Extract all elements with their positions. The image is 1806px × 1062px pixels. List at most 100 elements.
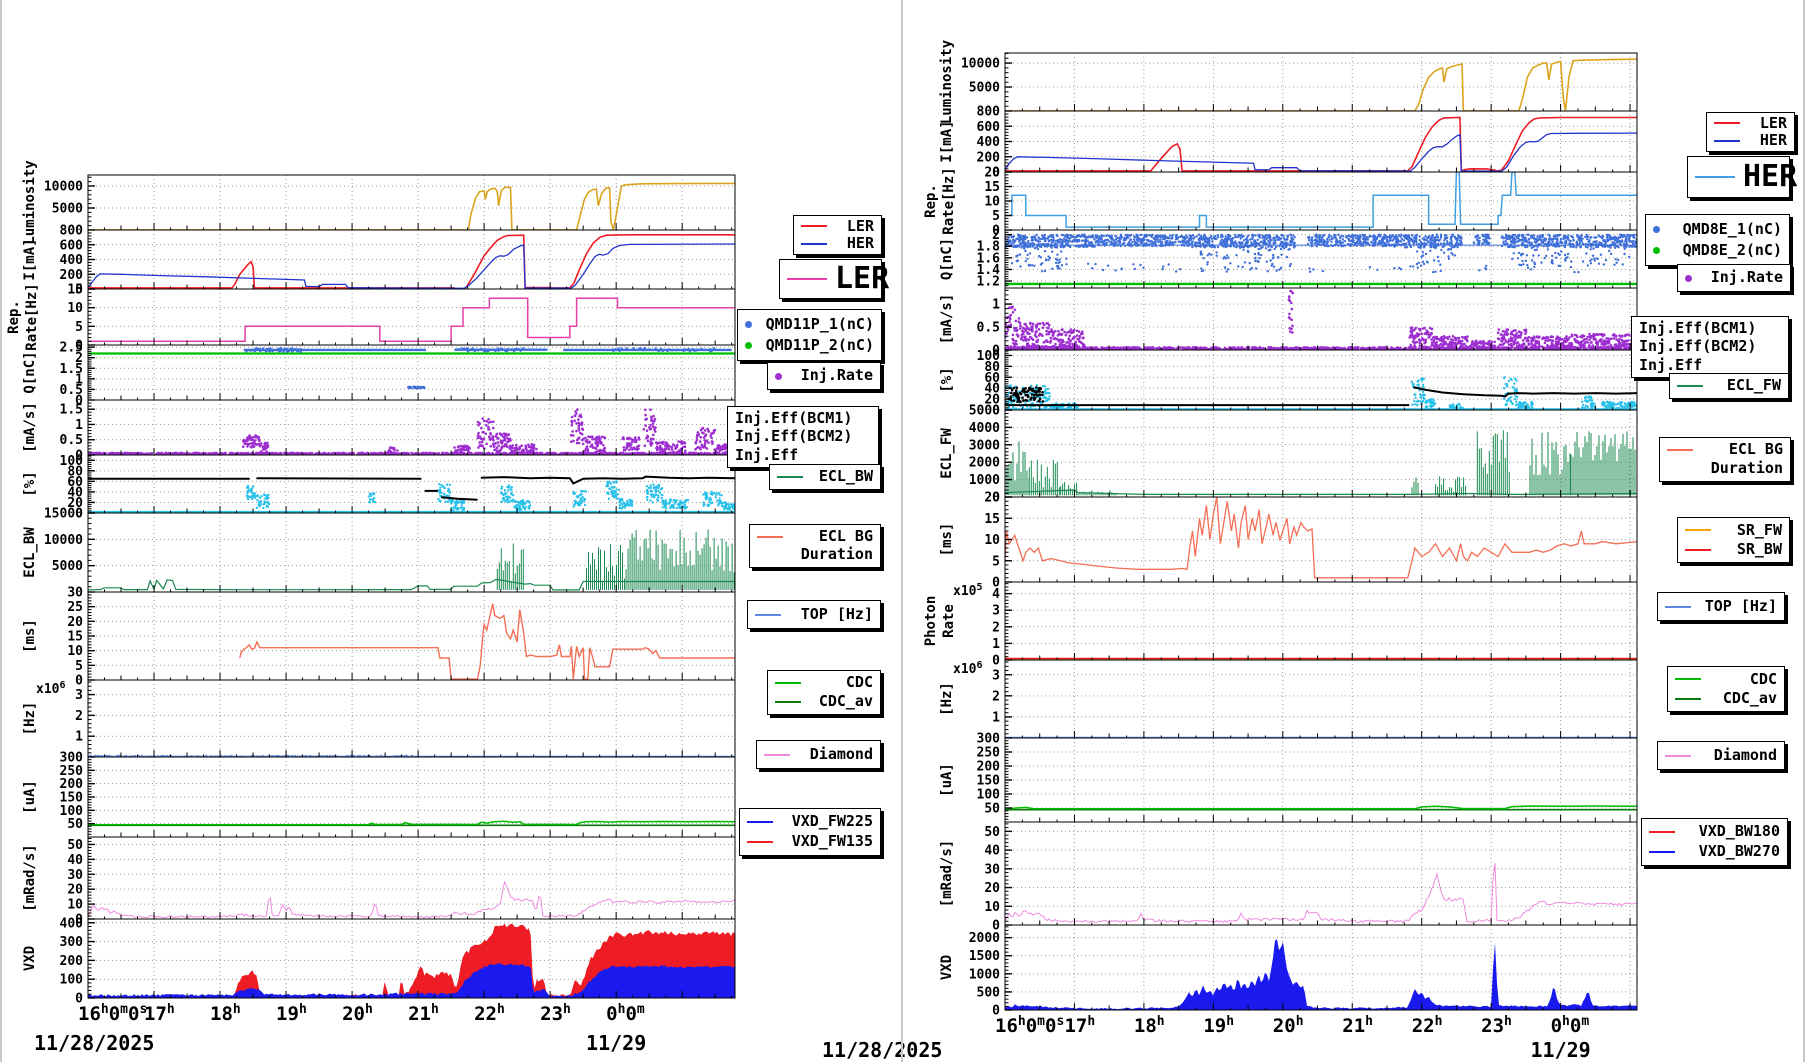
- y-tick-label: 2: [75, 351, 83, 366]
- y-tick-label: 20: [67, 883, 83, 898]
- series-inj-eff-bcm1-scatter: [1007, 386, 1045, 404]
- axis-unit-label: Luminosity: [939, 39, 955, 124]
- y-tick-label: 100: [60, 804, 84, 819]
- series-diamond: [1005, 863, 1637, 924]
- axis-unit-label: [mRad/s]: [939, 840, 955, 907]
- y-tick-label: 4000: [969, 421, 1000, 436]
- y-tick-label: 4: [992, 587, 1000, 602]
- subplot-top-rate: 1 2 3 [Hz] x106: [22, 679, 736, 758]
- y-tick-label: 0: [992, 344, 1000, 359]
- axis-unit-label: ECL_BW: [22, 527, 38, 578]
- y-tick-label: 40: [984, 382, 1000, 397]
- y-tick-label: 1.2: [977, 275, 1000, 290]
- y-tick-label: 300: [60, 751, 84, 766]
- x-tick-label: 22h: [1412, 1014, 1443, 1037]
- x-tick-label: 20h: [342, 1002, 373, 1025]
- y-tick-label: 40: [984, 844, 1000, 859]
- axis-unit-label: [uA]: [939, 763, 955, 797]
- series-ecl-fw: [1005, 489, 1637, 495]
- y-tick-label: 250: [60, 764, 84, 779]
- y-tick-label: 1: [992, 710, 1000, 725]
- y-tick-label: 200: [60, 954, 84, 969]
- y-tick-label: 30: [67, 868, 83, 883]
- y-tick-label: 0: [75, 283, 83, 298]
- date-label: 11/29: [586, 1031, 646, 1055]
- x-tick-label: 19h: [276, 1002, 307, 1025]
- series-her: [1005, 132, 1637, 172]
- y-tick-label: 150: [60, 791, 84, 806]
- y-tick-label: 250: [977, 746, 1001, 761]
- series-inj-eff-bcm1-: [480, 475, 735, 485]
- axis-unit-label: Rate: [941, 604, 957, 638]
- x-tick-label: 21h: [408, 1002, 439, 1025]
- series-luminosity: [1005, 58, 1637, 111]
- y-tick-label: 80: [67, 464, 83, 479]
- axis-unit-label: Photon: [923, 596, 939, 647]
- y-tick-label: 1.6: [977, 251, 1001, 266]
- axis-unit-label: VXD: [939, 955, 955, 980]
- axis-unit-label: Q[nC]: [939, 238, 955, 280]
- y-tick-label: 0: [75, 339, 83, 354]
- series-qmd8e-1-nc-: [1005, 233, 1637, 274]
- y-tick-label: 1000: [969, 967, 1000, 982]
- y-tick-label: 0: [75, 992, 83, 1007]
- series-inj-eff-bcm1-: [1413, 386, 1637, 398]
- subplot-ecl: 5000 10000 15000 ECL_BW: [22, 507, 736, 593]
- axis-exponent-label: x105: [953, 582, 983, 599]
- axis-unit-label: ECL_FW: [939, 428, 955, 479]
- x-tick-label: 18h: [1134, 1014, 1165, 1037]
- y-tick-label: 20: [984, 166, 1000, 181]
- series-her-rep-rate: [1005, 172, 1637, 228]
- series-ecl-bg-duration: [239, 603, 735, 680]
- series-inj-rate: [1005, 289, 1637, 350]
- axis-unit-label: [mRad/s]: [22, 844, 38, 911]
- x-tick-label: 19h: [1203, 1014, 1234, 1037]
- y-tick-label: 400: [60, 253, 84, 268]
- x-tick-label: 23h: [540, 1002, 571, 1025]
- y-tick-label: 0: [992, 576, 1000, 591]
- y-tick-label: 20: [984, 491, 1000, 506]
- series-her: [88, 243, 735, 289]
- y-tick-label: 0: [75, 507, 83, 522]
- subplot-luminosity: 5000 10000 Luminosity: [939, 39, 1638, 124]
- series-ler: [88, 234, 735, 289]
- series-cdc: [1005, 805, 1637, 810]
- y-tick-label: 5000: [52, 202, 83, 217]
- x-tick-label: 21h: [1342, 1014, 1373, 1037]
- x-tick-label: 17h: [144, 1002, 175, 1025]
- y-tick-label: 100: [60, 973, 84, 988]
- y-tick-label: 0: [75, 674, 83, 689]
- series-vxd-fw225: [88, 963, 735, 998]
- y-tick-label: 200: [60, 777, 84, 792]
- series-ler: [1005, 116, 1637, 172]
- axis-unit-label: Rep.: [6, 300, 22, 334]
- y-tick-label: 1.8: [977, 240, 1001, 255]
- y-tick-label: 2: [992, 620, 1000, 635]
- axis-exponent-label: x106: [36, 680, 66, 697]
- y-tick-label: 15000: [44, 507, 83, 522]
- subplot-luminosity: 5000 10000 Luminosity: [22, 160, 736, 245]
- y-tick-label: 400: [977, 135, 1001, 150]
- y-tick-label: 600: [60, 238, 84, 253]
- x-tick-label: 22h: [474, 1002, 505, 1025]
- axis-unit-label: Luminosity: [22, 160, 38, 245]
- y-tick-label: 2.5: [60, 341, 83, 356]
- x-tick-label: 23h: [1481, 1014, 1512, 1037]
- subplot-photon-rate: 0 1 23 4 Photon Rate x105: [923, 581, 1638, 669]
- y-tick-label: 25: [67, 600, 83, 615]
- y-tick-label: 0: [75, 913, 83, 928]
- series-vxd-bw270: [1005, 939, 1637, 1010]
- y-tick-label: 2: [992, 228, 1000, 243]
- y-tick-label: 1.4: [977, 263, 1001, 278]
- subplot-vxd-rate: 0 100 200 300 400 VXD: [22, 916, 736, 1007]
- y-tick-label: 1: [992, 298, 1000, 313]
- y-tick-label: 40: [67, 485, 83, 500]
- y-tick-label: 0.5: [60, 433, 83, 448]
- y-tick-label: 1: [992, 637, 1000, 652]
